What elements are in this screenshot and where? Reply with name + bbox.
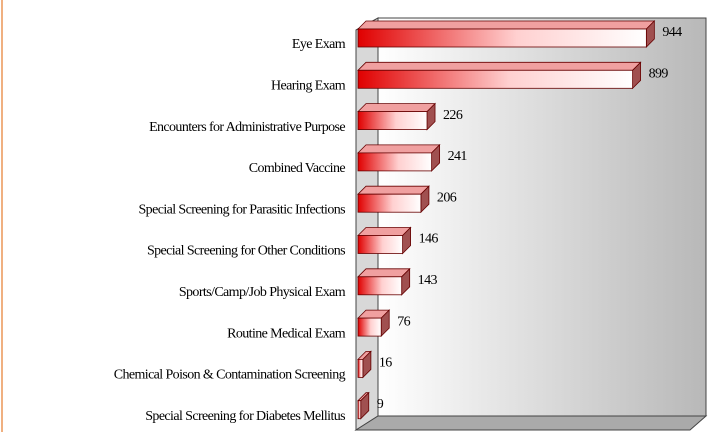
bar <box>357 193 422 213</box>
value-label: 226 <box>443 108 463 123</box>
bar <box>357 317 382 337</box>
bar <box>357 152 433 172</box>
value-label: 16 <box>379 356 392 371</box>
category-label: Hearing Exam <box>271 79 346 94</box>
bar <box>357 358 364 378</box>
category-label: Special Screening for Other Conditions <box>147 244 345 259</box>
bar <box>357 111 428 130</box>
bar-top <box>357 61 642 71</box>
value-label: 206 <box>437 190 457 205</box>
category-label: Routine Medical Exam <box>227 326 346 341</box>
bar <box>357 276 403 296</box>
value-label: 9 <box>377 397 384 412</box>
category-label: Eye Exam <box>292 37 346 52</box>
bar <box>357 69 634 89</box>
floor <box>354 415 708 431</box>
value-label: 944 <box>662 25 682 40</box>
value-label: 241 <box>448 149 468 164</box>
bar <box>357 235 403 254</box>
bar-top <box>357 144 441 154</box>
value-label: 899 <box>649 67 669 82</box>
category-label: Chemical Poison & Contamination Screenin… <box>114 368 346 383</box>
bar <box>357 28 647 48</box>
category-label: Sports/Camp/Job Physical Exam <box>179 285 346 300</box>
bar-top <box>357 268 411 278</box>
bar-top <box>357 103 436 112</box>
bar <box>357 400 362 420</box>
value-label: 76 <box>397 314 410 329</box>
category-label: Special Screening for Parasitic Infectio… <box>139 202 346 217</box>
category-label: Encounters for Administrative Purpose <box>149 120 345 135</box>
bar-top <box>357 227 412 236</box>
bar-top <box>357 20 656 30</box>
value-label: 146 <box>419 232 439 247</box>
category-label: Special Screening for Diabetes Mellitus <box>145 409 345 424</box>
bar-top <box>357 185 430 195</box>
value-label: 143 <box>418 273 438 288</box>
category-label: Combined Vaccine <box>249 161 346 176</box>
